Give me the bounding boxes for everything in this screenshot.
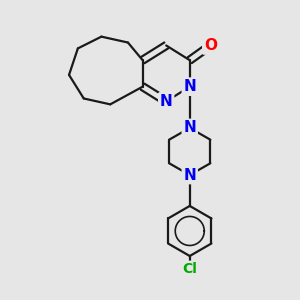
- Text: N: N: [183, 79, 196, 94]
- Text: N: N: [160, 94, 172, 109]
- Text: N: N: [183, 120, 196, 135]
- Text: O: O: [204, 38, 217, 53]
- Text: Cl: Cl: [182, 262, 197, 276]
- Text: N: N: [183, 167, 196, 182]
